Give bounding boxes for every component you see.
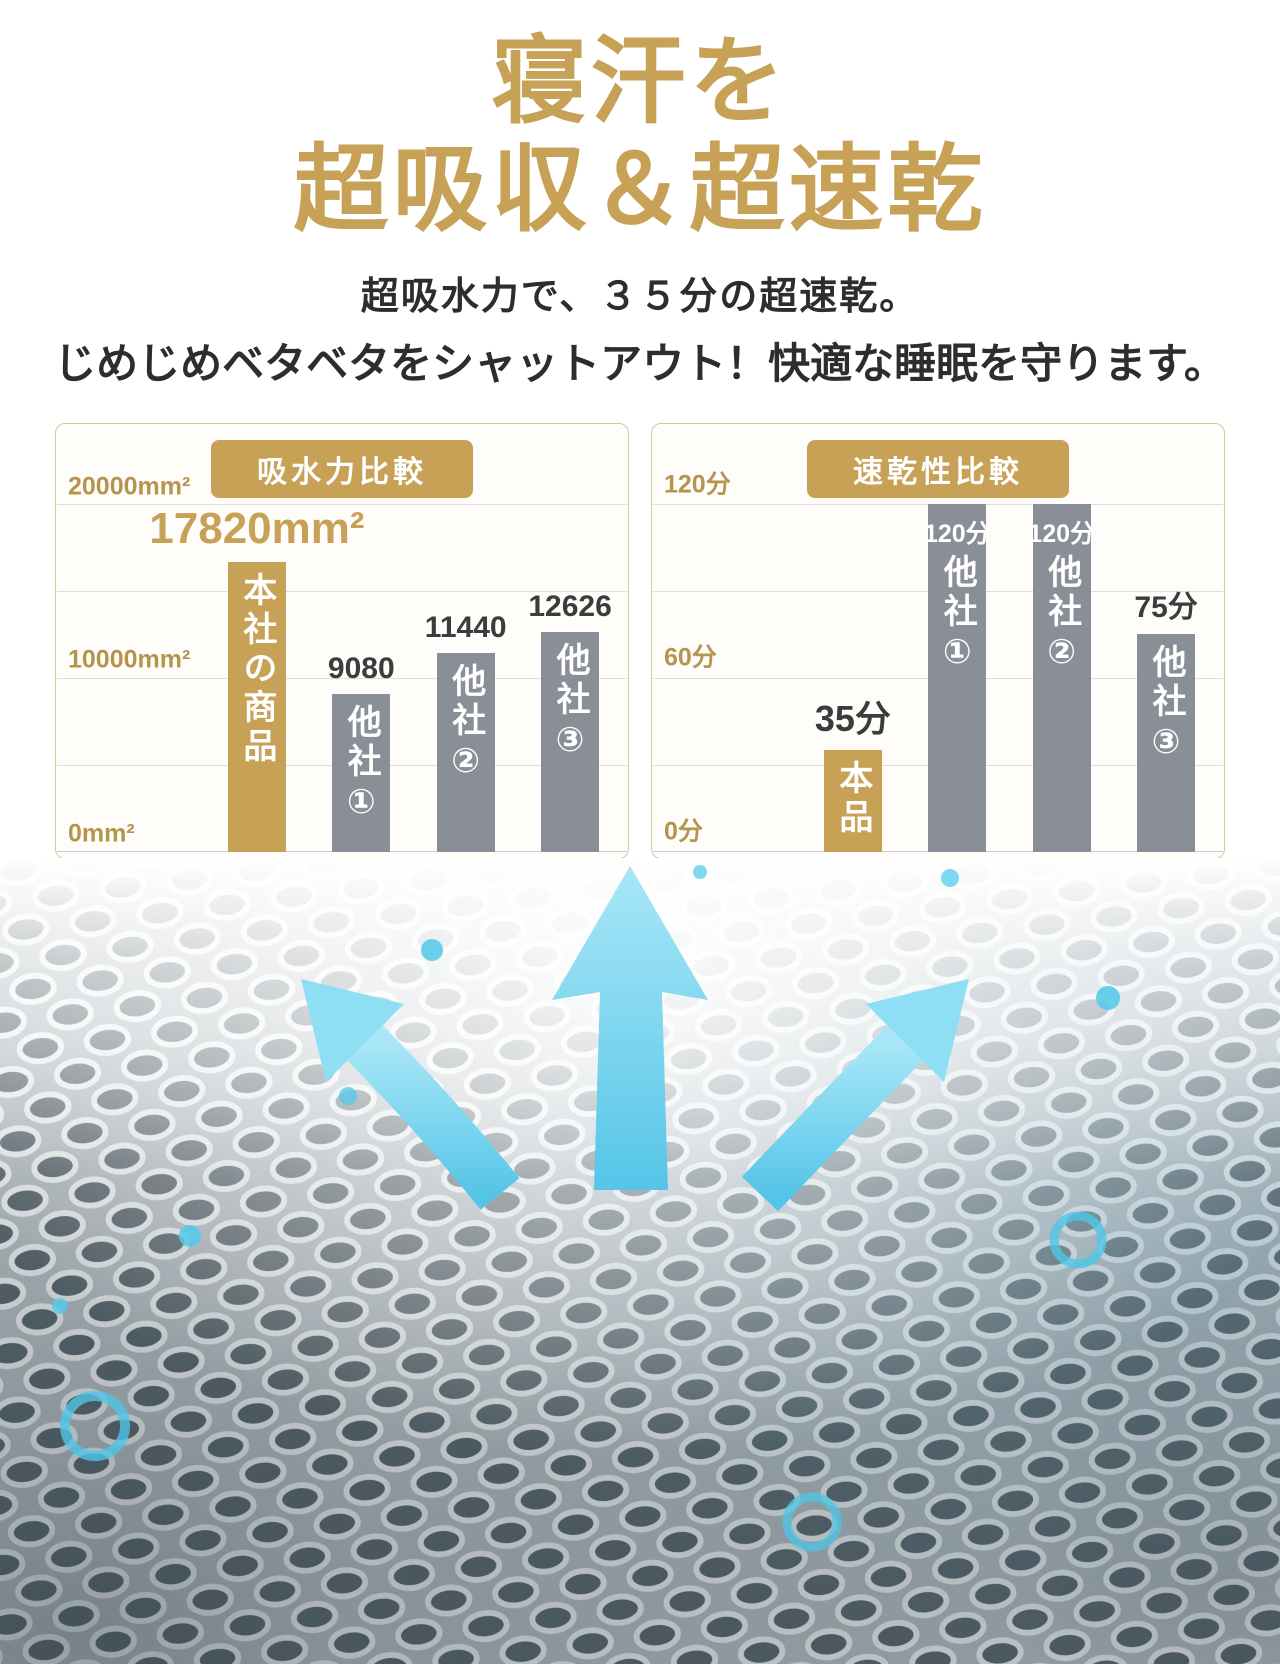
bar-value-label: 35分 [814, 697, 891, 739]
bar-our-product-column: 本社の商品 [227, 561, 286, 852]
bar-competitor-3-column: 他社③ [1137, 634, 1196, 852]
y-axis-tick: 0分 [664, 817, 703, 846]
quickdry-bars: 35分 本品 120分 他社① 120分 [801, 503, 1219, 852]
bar-value-label: 17820mm² [149, 503, 365, 553]
bar-competitor-2: 11440 他社② [414, 504, 518, 852]
bar-category-label: 本品 [833, 759, 872, 838]
bar-category-label: 他社② [446, 662, 485, 786]
bar-category-label: 本社の商品 [237, 571, 276, 767]
bar-value-label: 9080 [327, 651, 395, 685]
y-axis-tick: 120分 [664, 470, 731, 499]
page-title-line1: 寝汗を [491, 29, 789, 135]
water-droplet-icon [179, 1225, 201, 1247]
bar-category-label: 他社② [1042, 553, 1081, 677]
bar-competitor-2: 120分 他社② [1010, 503, 1114, 852]
y-axis-tick: 0mm² [68, 819, 135, 848]
gridline [57, 503, 627, 505]
chart-title-badge: 吸水力比較 [211, 439, 473, 498]
airflow-arrow-center-icon [552, 866, 708, 1190]
bar-category-label: 他社① [938, 553, 977, 677]
water-ring-icon [60, 1391, 130, 1461]
bar-competitor-1: 9080 他社① [309, 504, 413, 852]
water-droplets [52, 865, 1120, 1552]
bar-our-product-column: 本品 [823, 749, 882, 852]
water-droplet-icon [941, 869, 959, 887]
bar-value-label: 120分 [923, 519, 991, 548]
bar-competitor-1: 120分 他社① [905, 503, 1009, 852]
mesh-fabric-texture [0, 858, 1280, 1664]
bar-our-product: 35分 本品 [801, 504, 905, 852]
absorption-plot-area: 20000mm² 10000mm² 0mm² 17820mm² 本社の商品 90… [56, 472, 628, 852]
quickdry-plot-area: 120分 60分 0分 35分 本品 120分 他社① [652, 470, 1224, 852]
gridline [57, 677, 627, 679]
bar-category-label: 他社③ [1147, 644, 1186, 768]
bar-competitor-3: 12626 他社③ [518, 504, 622, 852]
airflow-arrow-right-head-icon [866, 979, 969, 1082]
water-droplet-icon [339, 1087, 357, 1105]
gridline [57, 590, 627, 592]
absorption-comparison-chart: 吸水力比較 20000mm² 10000mm² 0mm² 17820mm² 本社… [55, 422, 629, 859]
hero-subtitle-2: じめじめベタベタをシャットアウト！快適な睡眠を守ります。 [54, 339, 1226, 387]
absorption-bars: 17820mm² 本社の商品 9080 他社① 11440 [149, 504, 623, 852]
bar-competitor-3: 75分 他社③ [1114, 504, 1218, 852]
bar-category-label: 他社① [342, 703, 381, 827]
y-axis-tick: 10000mm² [68, 645, 191, 674]
water-droplet-icon [1096, 986, 1120, 1010]
bar-competitor-2-column: 120分 他社② [1028, 503, 1095, 852]
hero-subtitle-1: 超吸水力で、３５分の超速乾。 [360, 275, 920, 318]
water-droplet-icon [421, 939, 443, 961]
bar-competitor-3-column: 他社③ [541, 632, 600, 852]
hero-section: 寝汗を 超吸収＆超速乾 超吸水力で、３５分の超速乾。 じめじめベタベタをシャット… [0, 0, 1280, 391]
breathable-fabric-section [0, 858, 1280, 1664]
y-axis-tick: 60分 [664, 643, 717, 672]
water-ring-icon [1049, 1211, 1107, 1269]
chart-title-badge: 速乾性比較 [807, 439, 1069, 498]
quickdry-comparison-chart: 速乾性比較 120分 60分 0分 35分 本品 [651, 422, 1225, 859]
water-droplet-icon [52, 1298, 68, 1314]
bar-competitor-1-column: 他社① [332, 693, 391, 852]
water-ring-icon [782, 1492, 842, 1552]
bar-competitor-1-column: 120分 他社① [924, 503, 991, 852]
airflow-arrow-right-icon [741, 1025, 923, 1212]
airflow-arrows [301, 866, 969, 1212]
comparison-charts-row: 吸水力比較 20000mm² 10000mm² 0mm² 17820mm² 本社… [0, 422, 1280, 859]
page-title-line2: 超吸収＆超速乾 [293, 137, 987, 244]
airflow-arrow-left-icon [347, 1025, 520, 1210]
water-droplet-icon [693, 865, 707, 879]
bar-our-product: 17820mm² 本社の商品 [149, 504, 365, 852]
y-axis-tick: 20000mm² [68, 472, 191, 501]
bar-value-label: 12626 [528, 590, 612, 624]
bar-value-label: 75分 [1134, 591, 1198, 625]
airflow-arrow-left-head-icon [301, 979, 404, 1082]
bar-category-label: 他社③ [551, 642, 590, 766]
bar-value-label: 120分 [1028, 519, 1096, 548]
bar-competitor-2-column: 他社② [436, 652, 495, 852]
bar-value-label: 11440 [424, 610, 507, 644]
